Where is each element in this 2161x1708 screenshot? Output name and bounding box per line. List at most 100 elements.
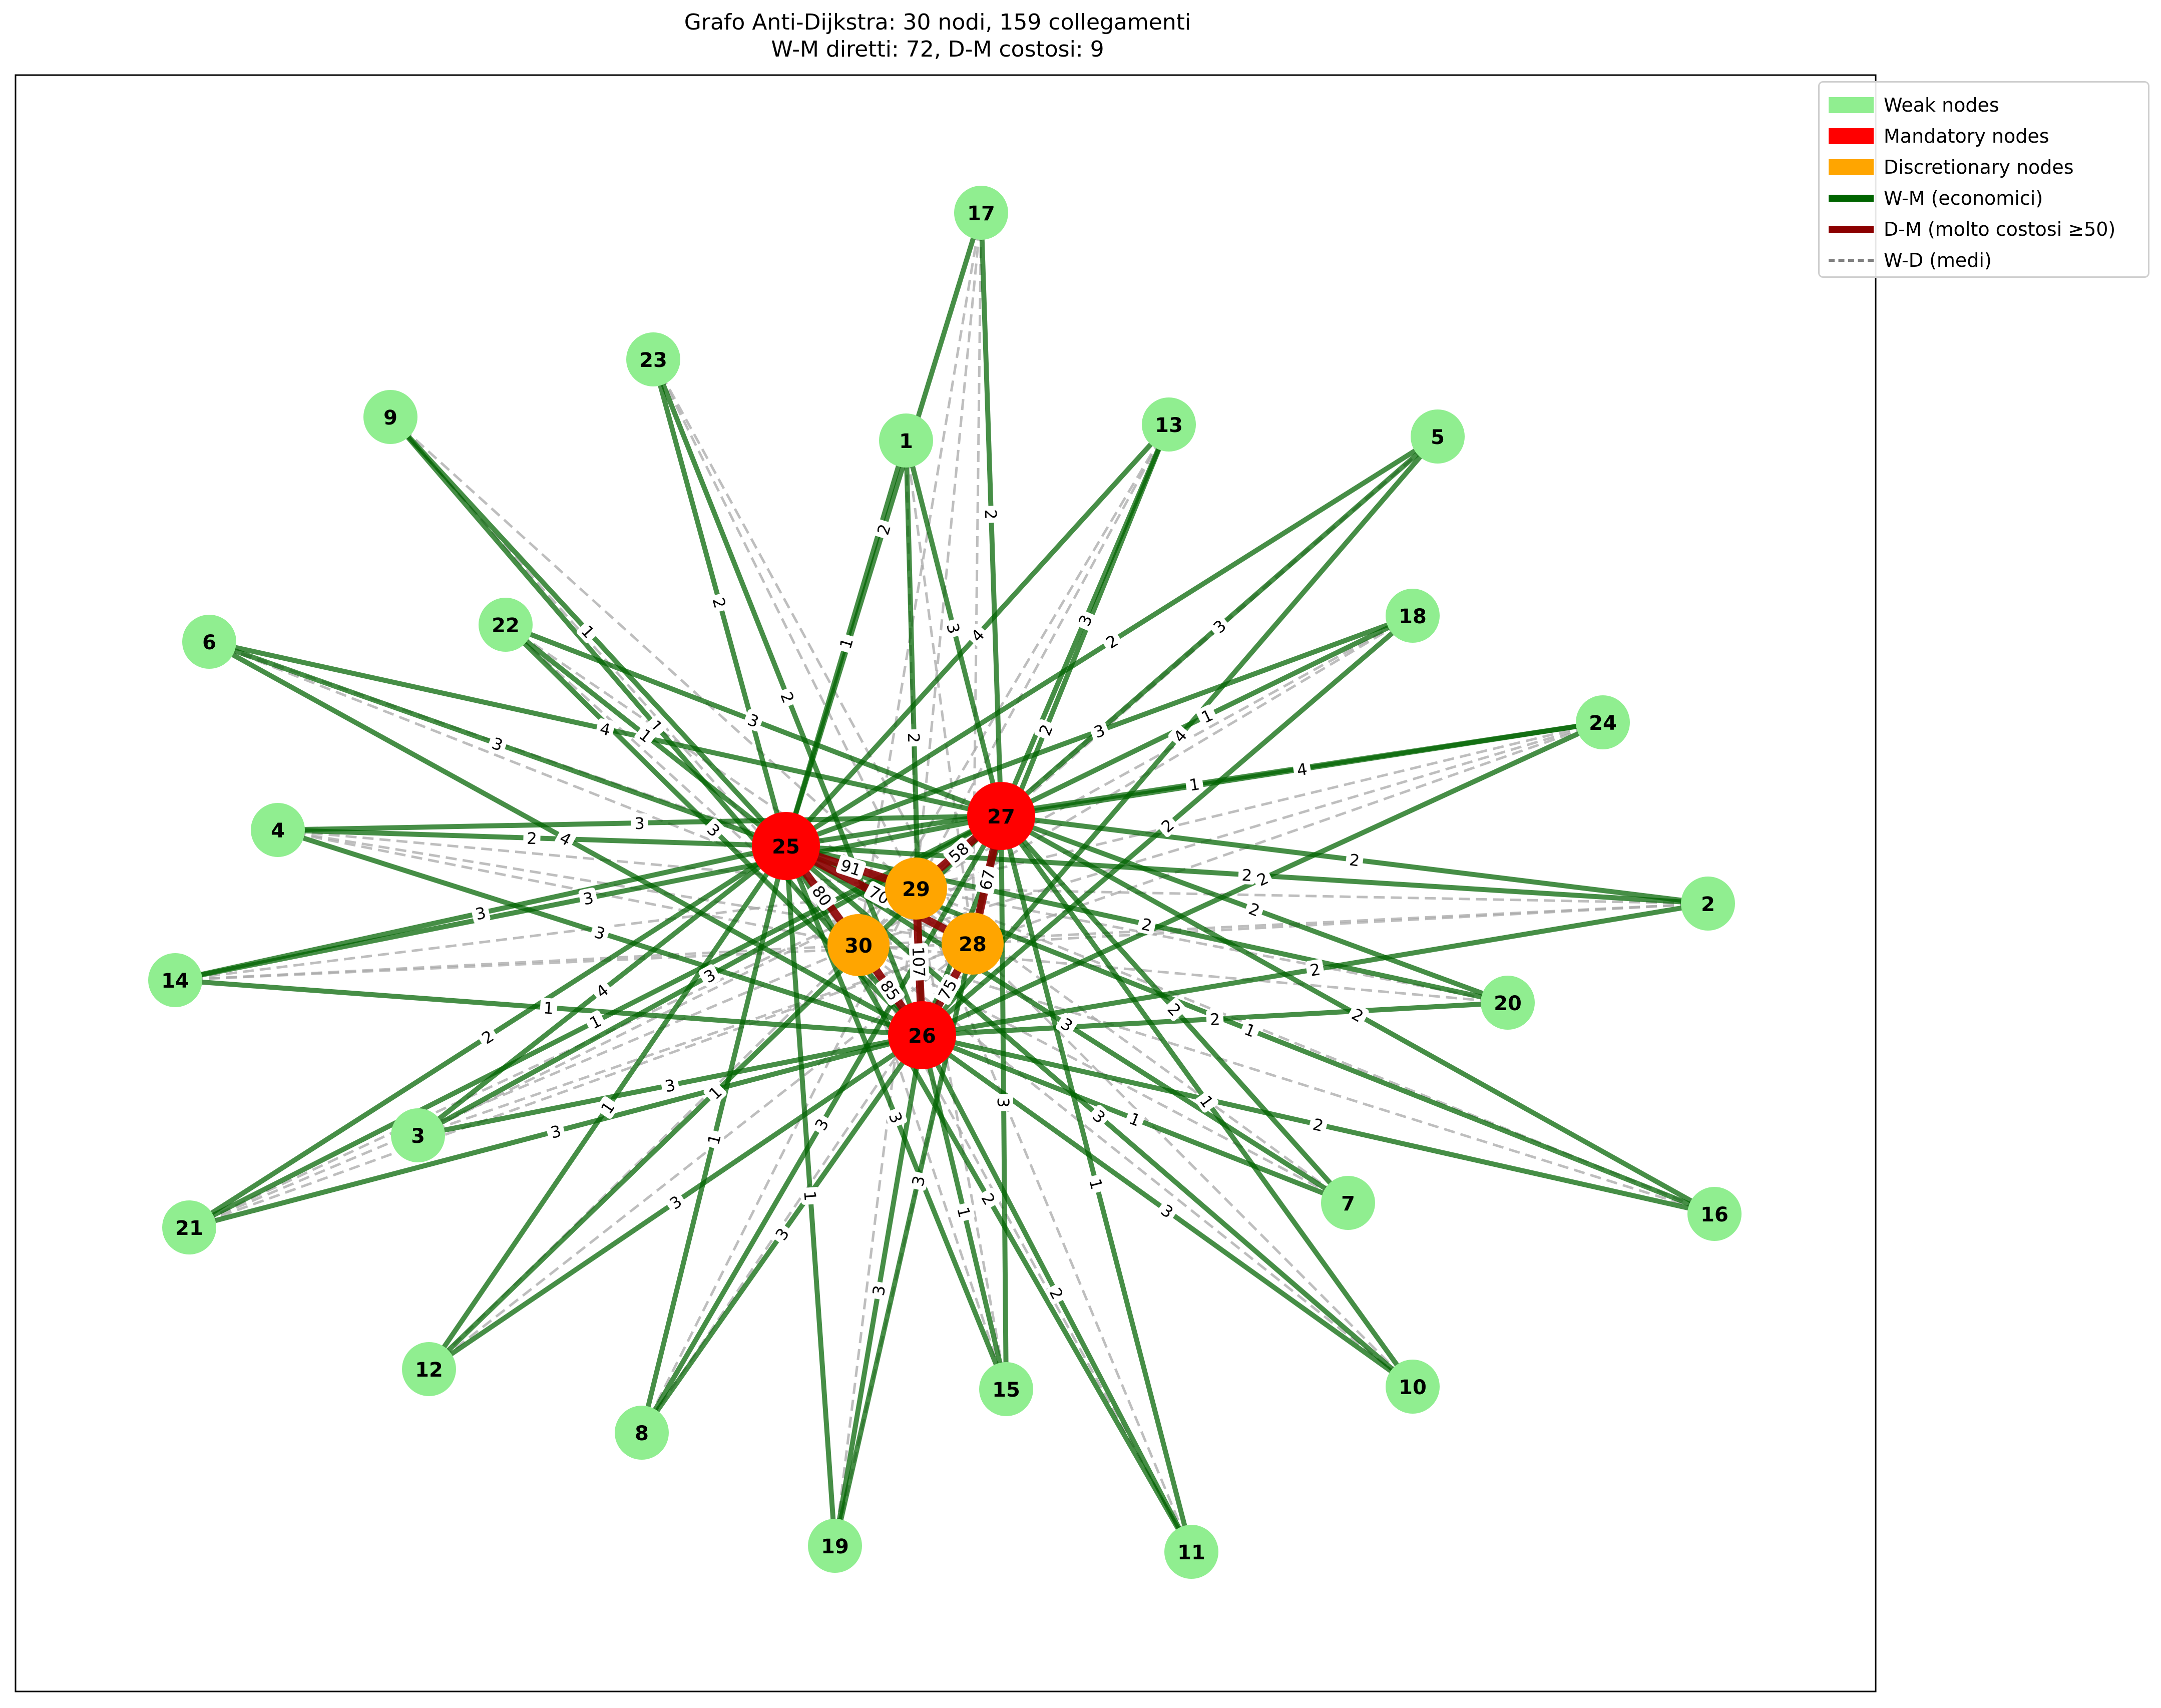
- edge-weight-label: 2: [1345, 849, 1364, 871]
- wd-edge-15-30: [857, 945, 1008, 1390]
- node-16[interactable]: 16: [1687, 1187, 1742, 1241]
- node-30[interactable]: 30: [827, 914, 890, 976]
- node-29[interactable]: 29: [885, 858, 947, 920]
- node-12[interactable]: 12: [402, 1342, 456, 1396]
- edge-weight-label: 2: [981, 506, 1001, 523]
- node-4[interactable]: 4: [251, 803, 305, 857]
- node-28[interactable]: 28: [942, 913, 1004, 975]
- node-label: 29: [902, 878, 930, 901]
- node-23[interactable]: 23: [626, 332, 680, 386]
- node-label: 3: [411, 1125, 425, 1148]
- wd-edge-20-29: [916, 887, 1508, 1004]
- node-11[interactable]: 11: [1164, 1525, 1218, 1579]
- node-label: 4: [271, 819, 285, 842]
- edge-weight-label: 3: [1074, 609, 1096, 631]
- node-label: 10: [1399, 1376, 1427, 1399]
- svg-text:2: 2: [1241, 866, 1253, 885]
- edge-weight-label: 4: [555, 827, 577, 850]
- node-13[interactable]: 13: [1142, 397, 1196, 452]
- legend-label: Weak nodes: [1884, 94, 1999, 116]
- node-label: 8: [635, 1422, 649, 1445]
- node-22[interactable]: 22: [479, 598, 533, 652]
- wd-edge-21-28: [189, 942, 973, 1229]
- node-10[interactable]: 10: [1386, 1360, 1440, 1414]
- edge-weight-label: 67: [975, 865, 999, 895]
- node-25[interactable]: 25: [752, 812, 820, 880]
- edge-weight-label: 3: [578, 888, 598, 909]
- edge-weight-label: 3: [810, 1113, 833, 1136]
- edge-weight-label: 2: [1244, 898, 1265, 921]
- edge-weight-label: 2: [904, 729, 924, 747]
- wd-edge-17-30: [857, 212, 983, 946]
- edge-weight-label: 3: [943, 618, 965, 638]
- node-14[interactable]: 14: [148, 953, 202, 1007]
- node-label: 25: [772, 835, 800, 859]
- edge-weight-label: 3: [471, 902, 491, 924]
- node-20[interactable]: 20: [1481, 976, 1535, 1030]
- wd-edge-16-30: [858, 944, 1715, 1215]
- edge-weight-label: 3: [885, 1107, 908, 1128]
- legend-item: Discretionary nodes: [1829, 152, 2139, 183]
- legend-item: D-M (molto costosi ≥50): [1829, 214, 2139, 245]
- title-line-1: Grafo Anti-Dijkstra: 30 nodi, 159 colleg…: [684, 10, 1191, 35]
- edge-weight-label: 2: [977, 1187, 1000, 1210]
- plot-frame: [15, 74, 1877, 1692]
- node-label: 2: [1701, 893, 1715, 916]
- node-15[interactable]: 15: [979, 1362, 1033, 1416]
- wd-edge-20-30: [858, 944, 1508, 1004]
- edge-weight-label: 4: [595, 718, 615, 740]
- node-6[interactable]: 6: [182, 615, 236, 669]
- legend-swatch: [1829, 259, 1874, 262]
- legend-swatch: [1829, 128, 1874, 144]
- edge-weight-label: 2: [1306, 959, 1325, 980]
- node-label: 6: [202, 631, 216, 654]
- edge-weight-label: 2: [1034, 719, 1057, 741]
- edge-weight-label: 3: [664, 1190, 687, 1214]
- edge-weight-label: 1: [703, 1129, 725, 1149]
- node-label: 17: [967, 202, 995, 225]
- node-27[interactable]: 27: [967, 782, 1035, 850]
- node-2[interactable]: 2: [1681, 877, 1735, 931]
- edge-weight-label: 1: [800, 1187, 820, 1205]
- node-3[interactable]: 3: [391, 1108, 445, 1162]
- node-9[interactable]: 9: [363, 390, 417, 444]
- legend-swatch: [1829, 226, 1874, 233]
- edge-weight-label: 1: [1239, 1019, 1261, 1041]
- node-21[interactable]: 21: [162, 1200, 216, 1254]
- node-label: 23: [639, 349, 667, 372]
- node-label: 15: [992, 1379, 1020, 1402]
- legend-item: W-D (medi): [1829, 245, 2139, 276]
- legend-item: Mandatory nodes: [1829, 121, 2139, 152]
- node-1[interactable]: 1: [879, 413, 933, 468]
- node-label: 19: [821, 1535, 849, 1558]
- svg-text:107: 107: [909, 946, 929, 978]
- svg-text:67: 67: [976, 868, 999, 892]
- node-26[interactable]: 26: [888, 1001, 956, 1069]
- svg-text:2: 2: [981, 509, 1001, 520]
- node-label: 9: [383, 406, 397, 430]
- wd-edge-2-29: [916, 887, 1708, 905]
- svg-text:2: 2: [904, 732, 924, 743]
- wd-edge-17-29: [915, 212, 983, 889]
- node-18[interactable]: 18: [1386, 589, 1440, 643]
- wd-edge-2-28: [972, 902, 1708, 945]
- svg-text:2: 2: [1209, 1010, 1220, 1029]
- node-7[interactable]: 7: [1321, 1176, 1375, 1230]
- edge-weight-label: 1: [540, 998, 558, 1018]
- edge-weight-label: 2: [776, 686, 799, 708]
- node-17[interactable]: 17: [954, 186, 1008, 240]
- node-5[interactable]: 5: [1411, 409, 1465, 464]
- edge-weight-label: 2: [1308, 1114, 1329, 1135]
- node-8[interactable]: 8: [615, 1406, 669, 1460]
- chart-title: Grafo Anti-Dijkstra: 30 nodi, 159 colleg…: [0, 9, 1875, 63]
- node-label: 24: [1589, 712, 1617, 735]
- node-19[interactable]: 19: [808, 1519, 862, 1573]
- wd-edge-13-29: [915, 423, 1170, 890]
- node-24[interactable]: 24: [1576, 695, 1630, 749]
- edge-weight-label: 2: [873, 519, 895, 540]
- wd-edge-19-29: [833, 888, 918, 1546]
- edge-weight-label: 1: [1085, 1174, 1107, 1194]
- node-label: 13: [1155, 414, 1183, 437]
- edge-weight-label: 3: [907, 1171, 929, 1191]
